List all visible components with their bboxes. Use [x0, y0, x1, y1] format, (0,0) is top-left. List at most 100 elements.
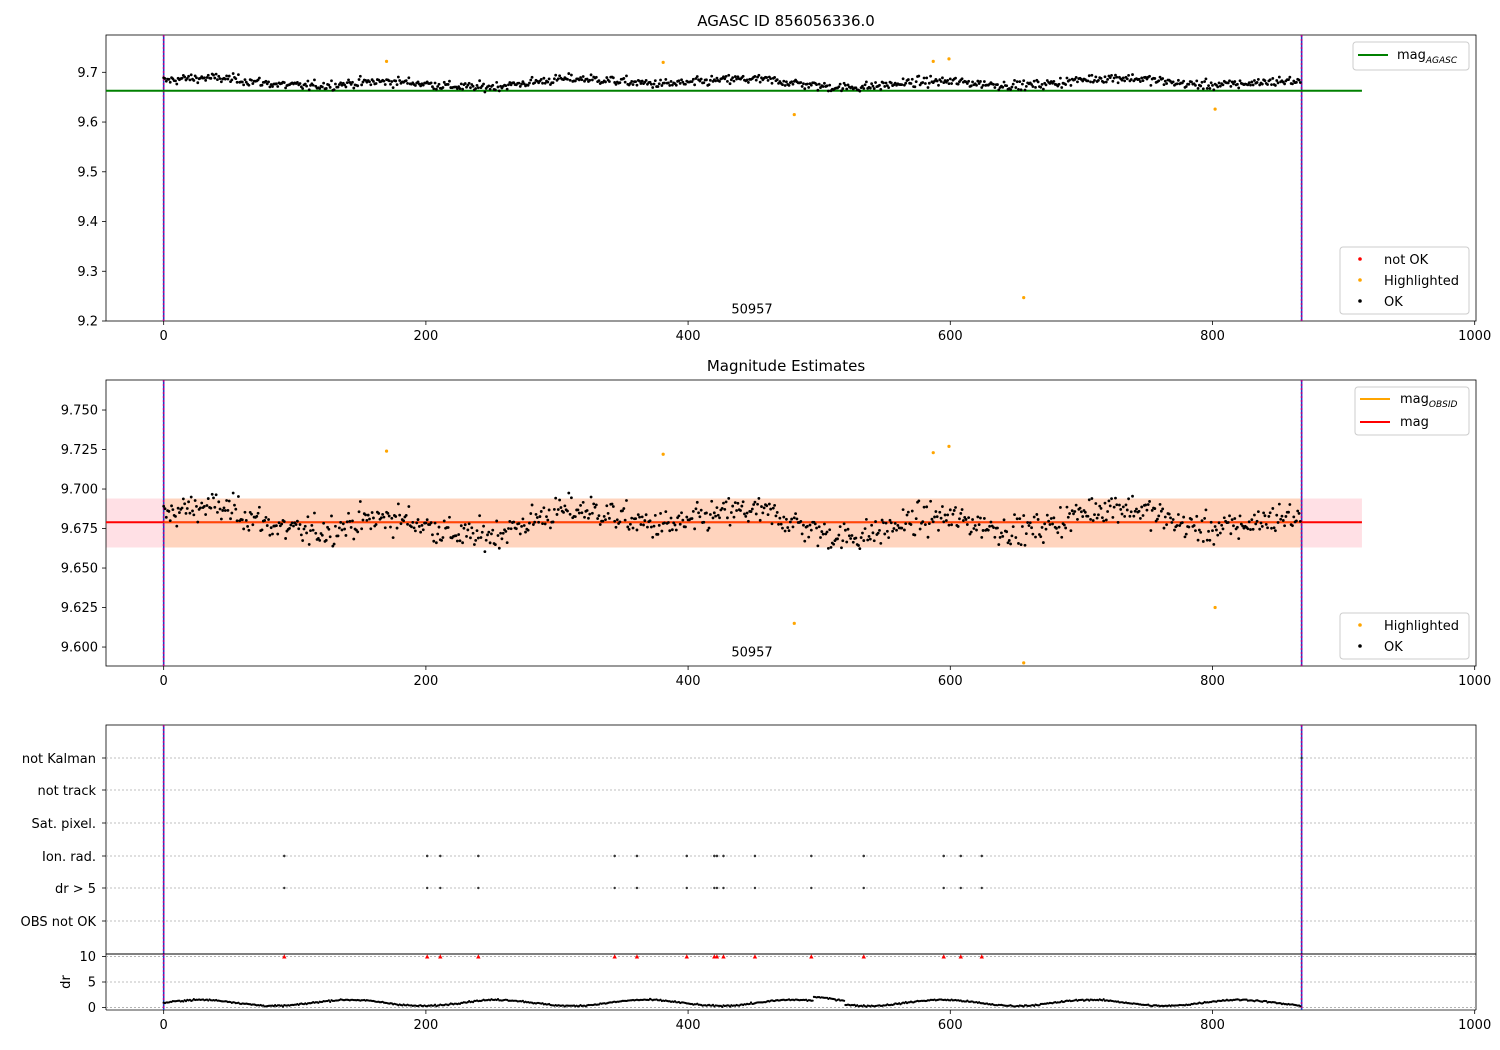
ok-point	[740, 504, 744, 508]
x-tick-label: 800	[1200, 1018, 1225, 1033]
x-tick-label: 200	[413, 674, 438, 689]
ok-point	[969, 84, 973, 88]
ok-point	[1011, 525, 1015, 529]
ok-point	[175, 524, 179, 528]
dr-axis-label: dr	[59, 975, 74, 989]
ok-point	[1209, 520, 1213, 524]
ok-point	[1267, 515, 1271, 518]
ok-point	[588, 78, 592, 82]
ok-point	[463, 82, 467, 85]
ok-point	[760, 505, 763, 508]
ok-point	[379, 516, 383, 520]
ion-rad-flag-point	[942, 854, 945, 858]
ok-point	[260, 528, 264, 532]
ok-point	[1018, 517, 1022, 521]
ok-point	[436, 85, 440, 88]
ok-point	[500, 537, 504, 541]
ok-point	[782, 515, 786, 519]
ok-point	[754, 512, 758, 516]
dr-flag-point	[635, 886, 639, 890]
ok-point	[1065, 76, 1069, 80]
dr-outlier-marker	[476, 954, 481, 959]
ok-point	[535, 516, 539, 519]
ok-point	[670, 83, 674, 87]
ok-point	[432, 87, 436, 91]
ok-point	[1102, 80, 1106, 84]
ok-point	[1091, 519, 1095, 522]
ok-point	[441, 86, 445, 89]
ok-point	[1030, 526, 1033, 530]
ok-point	[218, 507, 222, 511]
ok-point	[1247, 81, 1251, 85]
ok-point	[1087, 74, 1091, 78]
ok-point	[872, 539, 876, 543]
ok-point	[331, 544, 335, 548]
ok-point	[306, 515, 310, 519]
ok-point	[728, 523, 732, 527]
ok-point	[960, 77, 964, 81]
ok-point	[1171, 80, 1175, 84]
ok-point	[639, 523, 643, 526]
ok-point	[223, 77, 227, 81]
ok-point	[462, 526, 466, 530]
ok-point	[1194, 84, 1197, 87]
ok-point	[608, 80, 611, 83]
ok-point	[651, 86, 655, 89]
ok-point	[771, 506, 775, 510]
ok-point	[883, 532, 887, 536]
ok-point	[307, 543, 311, 546]
not-kalman-flag-point	[1300, 756, 1303, 760]
ok-point	[530, 75, 534, 79]
ok-point	[1199, 531, 1203, 534]
ok-point	[760, 76, 763, 80]
ok-point	[691, 77, 695, 81]
ok-point	[216, 510, 219, 514]
ok-point	[420, 523, 424, 527]
ok-point	[382, 79, 386, 83]
dr-flag-point	[613, 886, 616, 890]
ok-point	[585, 77, 589, 81]
ok-point	[184, 511, 188, 515]
ok-point	[888, 518, 892, 522]
ok-point	[1034, 86, 1037, 89]
ok-point	[935, 79, 939, 83]
ok-point	[611, 505, 615, 508]
ok-point	[265, 524, 269, 527]
ok-point	[237, 73, 240, 77]
ok-point	[189, 73, 193, 77]
ion-rad-flag-point	[425, 854, 429, 858]
ok-point	[1157, 514, 1161, 518]
ok-point	[396, 75, 400, 79]
ok-point	[876, 531, 880, 535]
ok-point	[318, 539, 322, 542]
ok-point	[1104, 518, 1108, 522]
ok-point	[1297, 78, 1301, 82]
ok-point	[887, 86, 891, 89]
ok-point	[382, 515, 386, 519]
ok-point	[823, 522, 826, 526]
ok-point	[1111, 79, 1115, 83]
ok-point	[200, 501, 204, 505]
ok-point	[884, 81, 888, 85]
ok-point	[192, 513, 196, 517]
ok-point	[722, 75, 725, 79]
ok-point	[1226, 81, 1230, 85]
ok-point	[512, 520, 516, 524]
ok-point	[497, 89, 501, 93]
ok-point	[1043, 522, 1047, 526]
ok-point	[419, 84, 423, 88]
y-tick-label: 9.3	[77, 265, 98, 280]
ok-point	[698, 515, 702, 519]
ok-point	[1159, 509, 1163, 513]
ok-point	[324, 87, 328, 90]
ok-point	[1079, 510, 1083, 514]
legend-marker	[1358, 299, 1362, 303]
ok-point	[785, 517, 788, 521]
ok-point	[475, 529, 479, 533]
ok-point	[1135, 507, 1138, 511]
ok-point	[914, 517, 918, 521]
ok-point	[328, 85, 332, 89]
ok-point	[233, 503, 236, 507]
ok-point	[979, 516, 982, 520]
ok-point	[1294, 519, 1298, 523]
